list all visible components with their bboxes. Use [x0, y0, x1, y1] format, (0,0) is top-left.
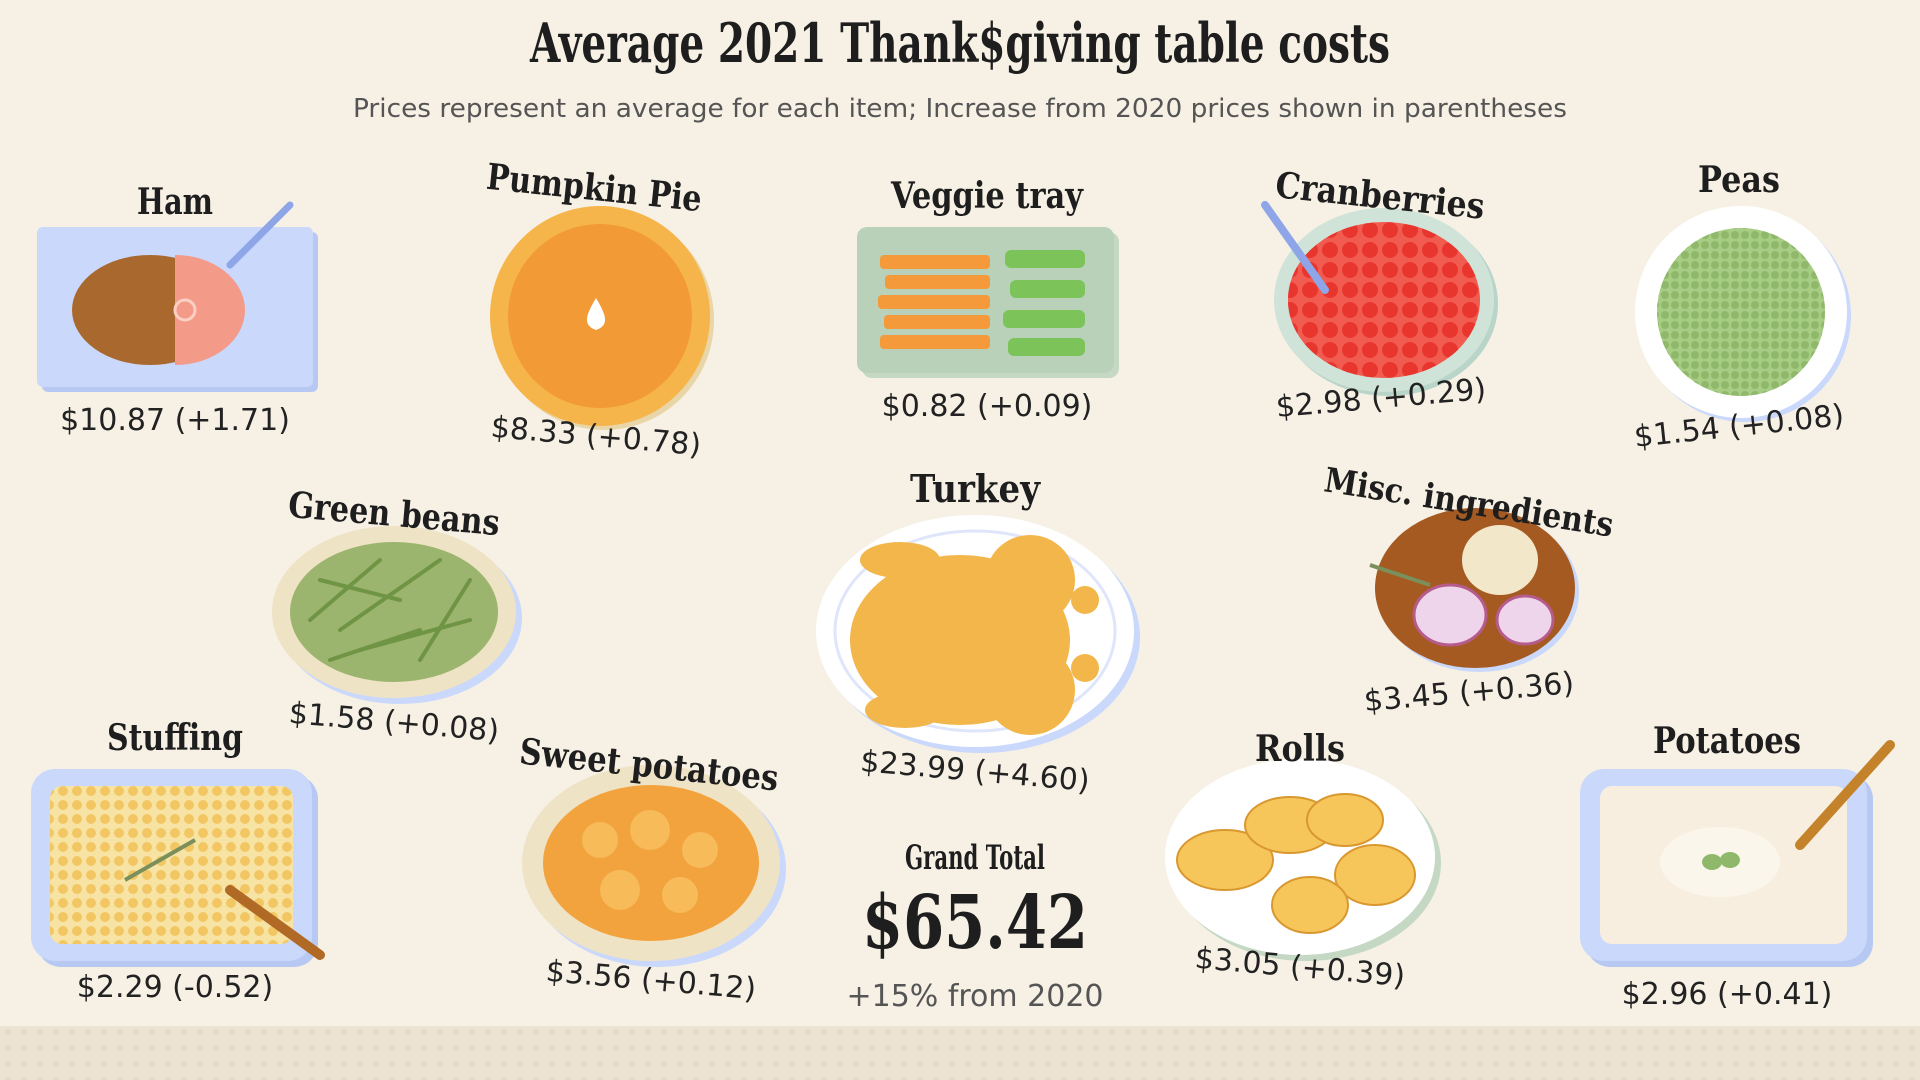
total-label: Grand Total [905, 838, 1045, 878]
total-change: +15% from 2020 [846, 979, 1103, 1014]
title: Average 2021 Thank$giving table costs [529, 11, 1390, 75]
item-name: Turkey [910, 466, 1041, 511]
item-price: $2.96 (+0.41) [1622, 977, 1833, 1012]
item-price: $10.87 (+1.71) [60, 403, 290, 438]
turkey-illustration [816, 515, 1140, 753]
stuffing-illustration [31, 769, 325, 967]
rolls-illustration [1165, 759, 1441, 961]
pie-illustration [490, 206, 714, 430]
footer-pattern [0, 1026, 1920, 1080]
item-name: Rolls [1255, 728, 1345, 770]
item-price: $0.82 (+0.09) [882, 389, 1093, 424]
misc-illustration [1369, 508, 1579, 672]
item-name: Veggie tray [890, 175, 1084, 217]
total-value: $65.42 [862, 880, 1088, 966]
potatoes-illustration [1580, 740, 1895, 967]
item-name: Potatoes [1653, 720, 1801, 762]
peas-illustration [1635, 206, 1851, 422]
item-price: $2.29 (-0.52) [77, 970, 273, 1005]
subtitle: Prices represent an average for each ite… [353, 94, 1567, 124]
veggie-illustration [857, 227, 1119, 378]
cranberry-illustration [1261, 201, 1498, 396]
item-name: Stuffing [107, 717, 243, 759]
beans-illustration [272, 526, 522, 704]
ham-illustration [37, 201, 318, 392]
sweet-potato-illustration [522, 765, 786, 967]
item-name: Peas [1698, 159, 1780, 201]
item-name: Ham [137, 181, 213, 223]
